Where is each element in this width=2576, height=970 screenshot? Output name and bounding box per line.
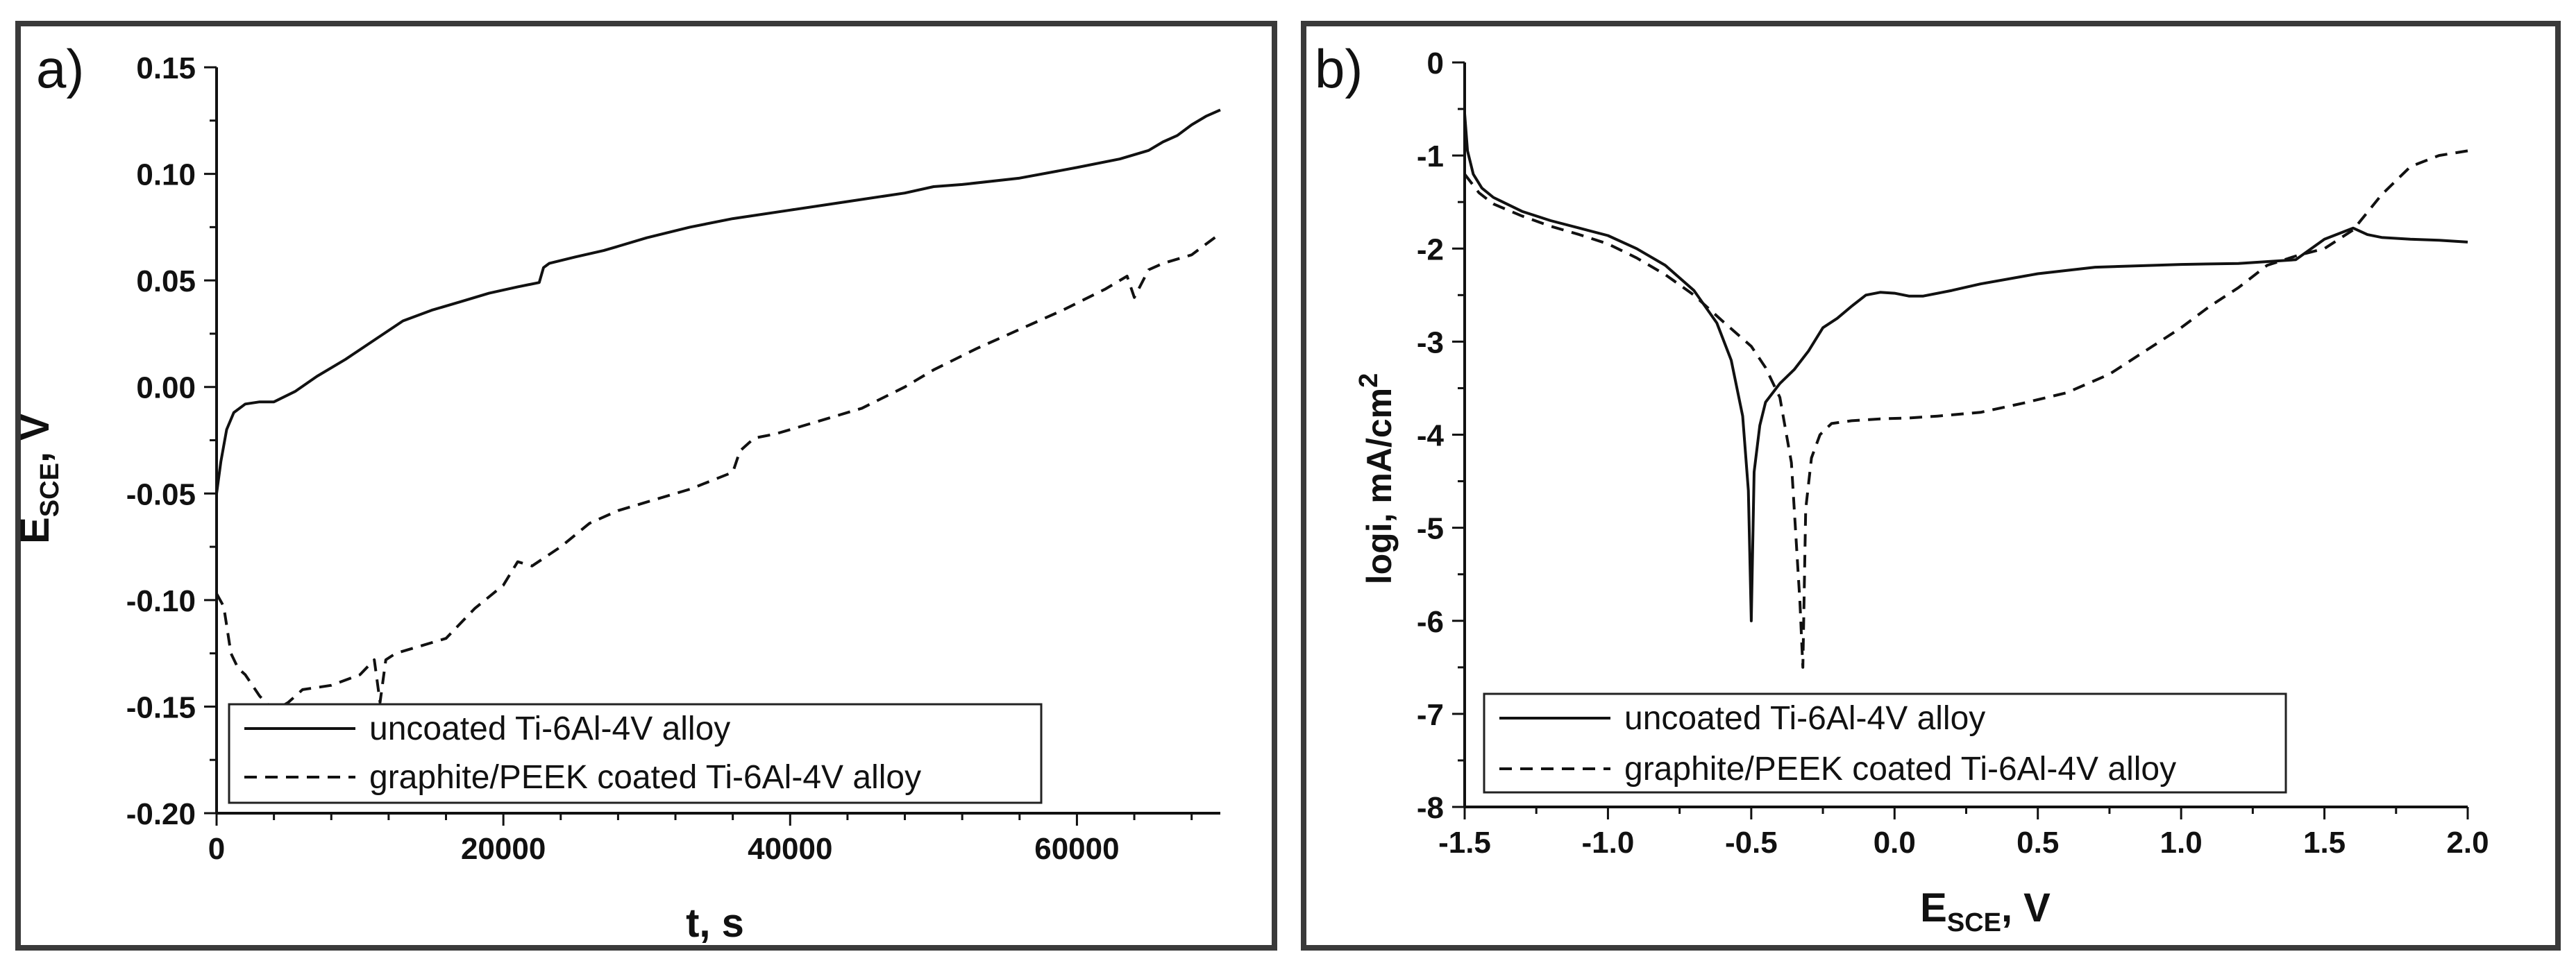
panel-b-series-uncoated: [1463, 113, 2468, 622]
panel-a-y-tick-label: -0.10: [126, 584, 196, 618]
panel-a-series-coated: [215, 232, 1222, 713]
panel-a-y-tick-label: -0.05: [126, 477, 196, 511]
panel-b-y-tick-label: -6: [1417, 605, 1444, 639]
panel-b-x-tick-label: 0.0: [1874, 826, 1916, 860]
panel-b-y-tick-label: -8: [1417, 791, 1444, 825]
panel-a-y-tick-label: 0.00: [136, 371, 196, 405]
panel-a-legend-box: [228, 703, 1043, 804]
panel-b-x-tick-label: 1.0: [2160, 826, 2203, 860]
panel-a-xlabel: t, s: [686, 901, 744, 946]
panel-a-legend-label-0: uncoated Ti-6Al-4V alloy: [369, 711, 730, 747]
panel-b-legend-box: [1483, 692, 2287, 794]
panel-b-x-tick-label: 0.5: [2017, 826, 2059, 860]
panel-b-y-tick-label: -1: [1417, 139, 1444, 173]
panel-b-y-tick-label: -7: [1417, 698, 1444, 732]
panel-b-x-tick-label: 2.0: [2446, 826, 2489, 860]
panel-b-label: b): [1315, 38, 1363, 99]
panel-b-x-tick-label: -1.0: [1582, 826, 1635, 860]
panel-a-y-tick-label: -0.15: [126, 690, 196, 724]
panel-b-y-tick-label: -5: [1417, 512, 1444, 546]
panel-b-x-tick-label: -1.5: [1438, 826, 1491, 860]
panel-b-y-tick-label: -4: [1417, 419, 1445, 453]
panel-b-ylabel-main: logi, mA/cm: [1360, 388, 1399, 584]
panel-b-y-tick-label: -3: [1417, 325, 1444, 359]
panel-a-x-tick-label: 0: [208, 832, 225, 866]
panel-a-x-tick-label: 20000: [461, 832, 546, 866]
panel-b-series-coated: [1463, 149, 2468, 669]
panel-a-y-tick-label: -0.20: [126, 797, 196, 831]
panel-a-y-tick-label: 0.15: [136, 51, 196, 85]
panel-b-chart: b) -1.5 -1.0 -0.5 0.0 0.5 1.0 1.5 2.0 0 -1 -2 -3 -4 -…: [1301, 21, 2561, 951]
panel-b-x-tick-label: 1.5: [2303, 826, 2346, 860]
panel-b-border: [1301, 21, 2561, 951]
panel-b-legend: uncoated Ti-6Al-4V alloy graphite/PEEK c…: [1483, 692, 2287, 794]
panel-a-chart: a) 0 20000 40000 60000 0.15 0.10 0.05 0.00 -0.05…: [12, 21, 1277, 951]
panel-a-x-tick-label: 40000: [748, 832, 832, 866]
panel-a-series-uncoated: [215, 108, 1221, 494]
panel-b-legend-label-0: uncoated Ti-6Al-4V alloy: [1624, 700, 1985, 737]
panel-b-ylabel: logi, mA/cm2: [1354, 373, 1399, 585]
panel-a-x-tick-label: 60000: [1034, 832, 1119, 866]
panel-a-border: [15, 21, 1277, 951]
panel-b-xlabel: ESCE, V: [1920, 885, 2051, 937]
panel-a-y-tick-label: 0.10: [136, 158, 196, 192]
panel-b-x-tick-label: -0.5: [1725, 826, 1778, 860]
panel-b-y-tick-label: 0: [1427, 46, 1444, 80]
panel-b-legend-label-1: graphite/PEEK coated Ti-6Al-4V alloy: [1624, 751, 2176, 788]
panel-a-ylabel-suffix: , V: [12, 414, 58, 463]
panel-a-ylabel-main: E: [12, 517, 58, 544]
panel-b-xlabel-sub: SCE: [1947, 908, 2001, 937]
panel-a-y-tick-label: 0.05: [136, 264, 196, 298]
panel-a-legend: uncoated Ti-6Al-4V alloy graphite/PEEK c…: [228, 703, 1043, 804]
panel-b-xlabel-suffix: , V: [2001, 885, 2051, 930]
panel-b-y-tick-label: -2: [1417, 232, 1444, 266]
panel-a-ylabel: ESCE, V: [12, 414, 65, 544]
panel-a-label: a): [36, 38, 84, 99]
panel-a-ylabel-sub: SCE: [35, 463, 65, 517]
panel-a-legend-label-1: graphite/PEEK coated Ti-6Al-4V alloy: [369, 759, 921, 796]
panel-b-ylabel-sup: 2: [1354, 373, 1383, 388]
panel-b-xlabel-main: E: [1920, 885, 1947, 930]
